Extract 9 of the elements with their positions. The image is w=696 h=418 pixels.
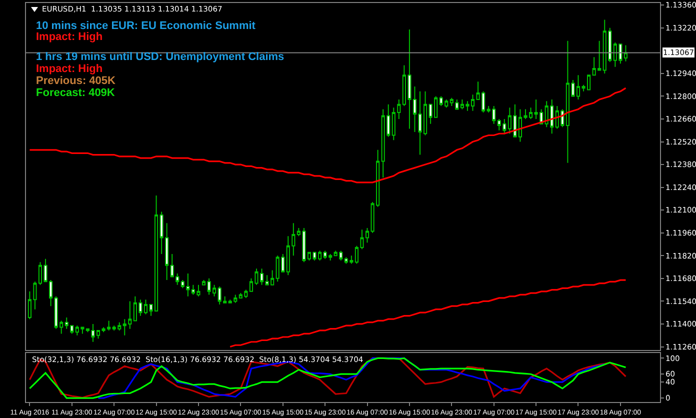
annotation: 1 hrs 19 mins until USD: Unemployment Claims xyxy=(36,51,284,63)
annotation: Impact: High xyxy=(36,31,103,43)
annotation: Previous: 405K xyxy=(36,75,116,87)
annotation: Impact: High xyxy=(36,63,103,75)
annotation: 10 mins since EUR: EU Economic Summit xyxy=(36,20,256,32)
annotation: Forecast: 409K xyxy=(36,87,115,99)
line-series xyxy=(28,87,627,184)
line-series xyxy=(229,279,627,348)
candlestick xyxy=(624,44,628,62)
